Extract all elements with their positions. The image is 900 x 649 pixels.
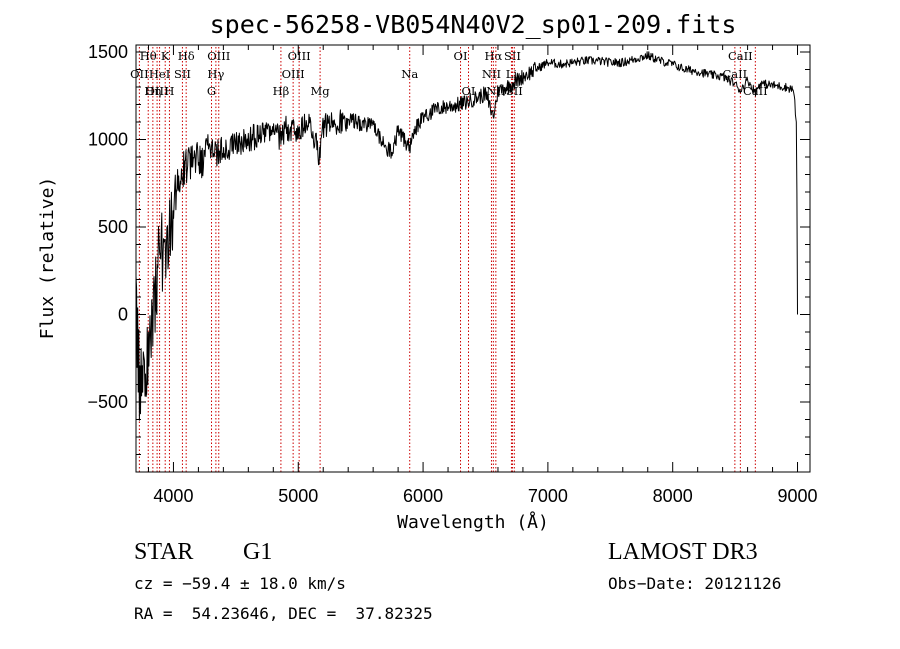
x-axis: 4000 5000 6000 7000 8000 9000 <box>147 45 818 506</box>
line-marker-label: Hγ <box>207 67 224 81</box>
line-marker-label: OIII <box>288 49 311 63</box>
line-marker-label: OI <box>454 49 468 63</box>
y-tick-label: 1500 <box>88 42 128 62</box>
x-axis-label: Wavelength (Å) <box>397 511 549 533</box>
y-tick-label: 500 <box>98 217 128 237</box>
y-axis-label: Flux (relative) <box>37 177 58 340</box>
x-tick-label: 8000 <box>653 486 693 506</box>
line-marker-label: OIII <box>282 67 305 81</box>
line-marker-label: OII <box>130 67 149 81</box>
line-marker-label: CaII <box>728 49 753 63</box>
x-tick-label: 5000 <box>278 486 318 506</box>
line-marker-label: NII <box>486 84 505 98</box>
plot-frame <box>135 44 811 473</box>
line-marker-label: Li <box>506 67 518 81</box>
line-marker-label: Mg <box>311 84 331 98</box>
spectrum-series <box>135 51 798 421</box>
line-marker-label: HeI <box>149 67 170 81</box>
line-marker-label: SII <box>504 49 521 63</box>
redshift-cz: cz = −59.4 ± 18.0 km/s <box>134 574 346 593</box>
y-axis: −500 0 500 1000 1500 <box>87 42 810 473</box>
chart-title: spec-56258-VB054N40V2_sp01-209.fits <box>210 10 737 39</box>
ra-dec-coordinates: RA = 54.23646, DEC = 37.82325 <box>134 604 433 623</box>
spectrum-line <box>135 51 798 421</box>
line-marker-label: Hδ <box>178 49 195 63</box>
line-marker-label: NII <box>482 67 501 81</box>
line-marker-label: Hθ <box>140 49 157 63</box>
x-tick-label: 4000 <box>153 486 193 506</box>
line-marker-label: SII <box>174 67 191 81</box>
subclass: G1 <box>243 539 273 565</box>
line-marker-label: H <box>164 84 174 98</box>
x-tick-label: 9000 <box>777 486 817 506</box>
y-tick-label: 1000 <box>88 130 128 150</box>
line-marker-label: OIII <box>207 49 230 63</box>
y-tick-label: −500 <box>87 392 128 412</box>
line-marker-label: Hη <box>144 84 161 98</box>
obs-date: Obs−Date: 20121126 <box>608 574 782 593</box>
x-tick-label: 6000 <box>403 486 443 506</box>
line-marker-label: OIII <box>146 84 169 98</box>
line-marker-label: K <box>161 49 170 63</box>
line-marker-label: Na <box>401 67 418 81</box>
survey-name: LAMOST DR3 <box>608 539 758 565</box>
line-marker-label: Hα <box>484 49 502 63</box>
line-marker-label: OI <box>462 84 476 98</box>
line-marker-label: G <box>207 84 216 98</box>
x-tick-label: 7000 <box>528 486 568 506</box>
line-marker-label: Hβ <box>273 84 290 98</box>
y-tick-label: 0 <box>118 305 128 325</box>
object-class: STAR <box>134 539 194 565</box>
